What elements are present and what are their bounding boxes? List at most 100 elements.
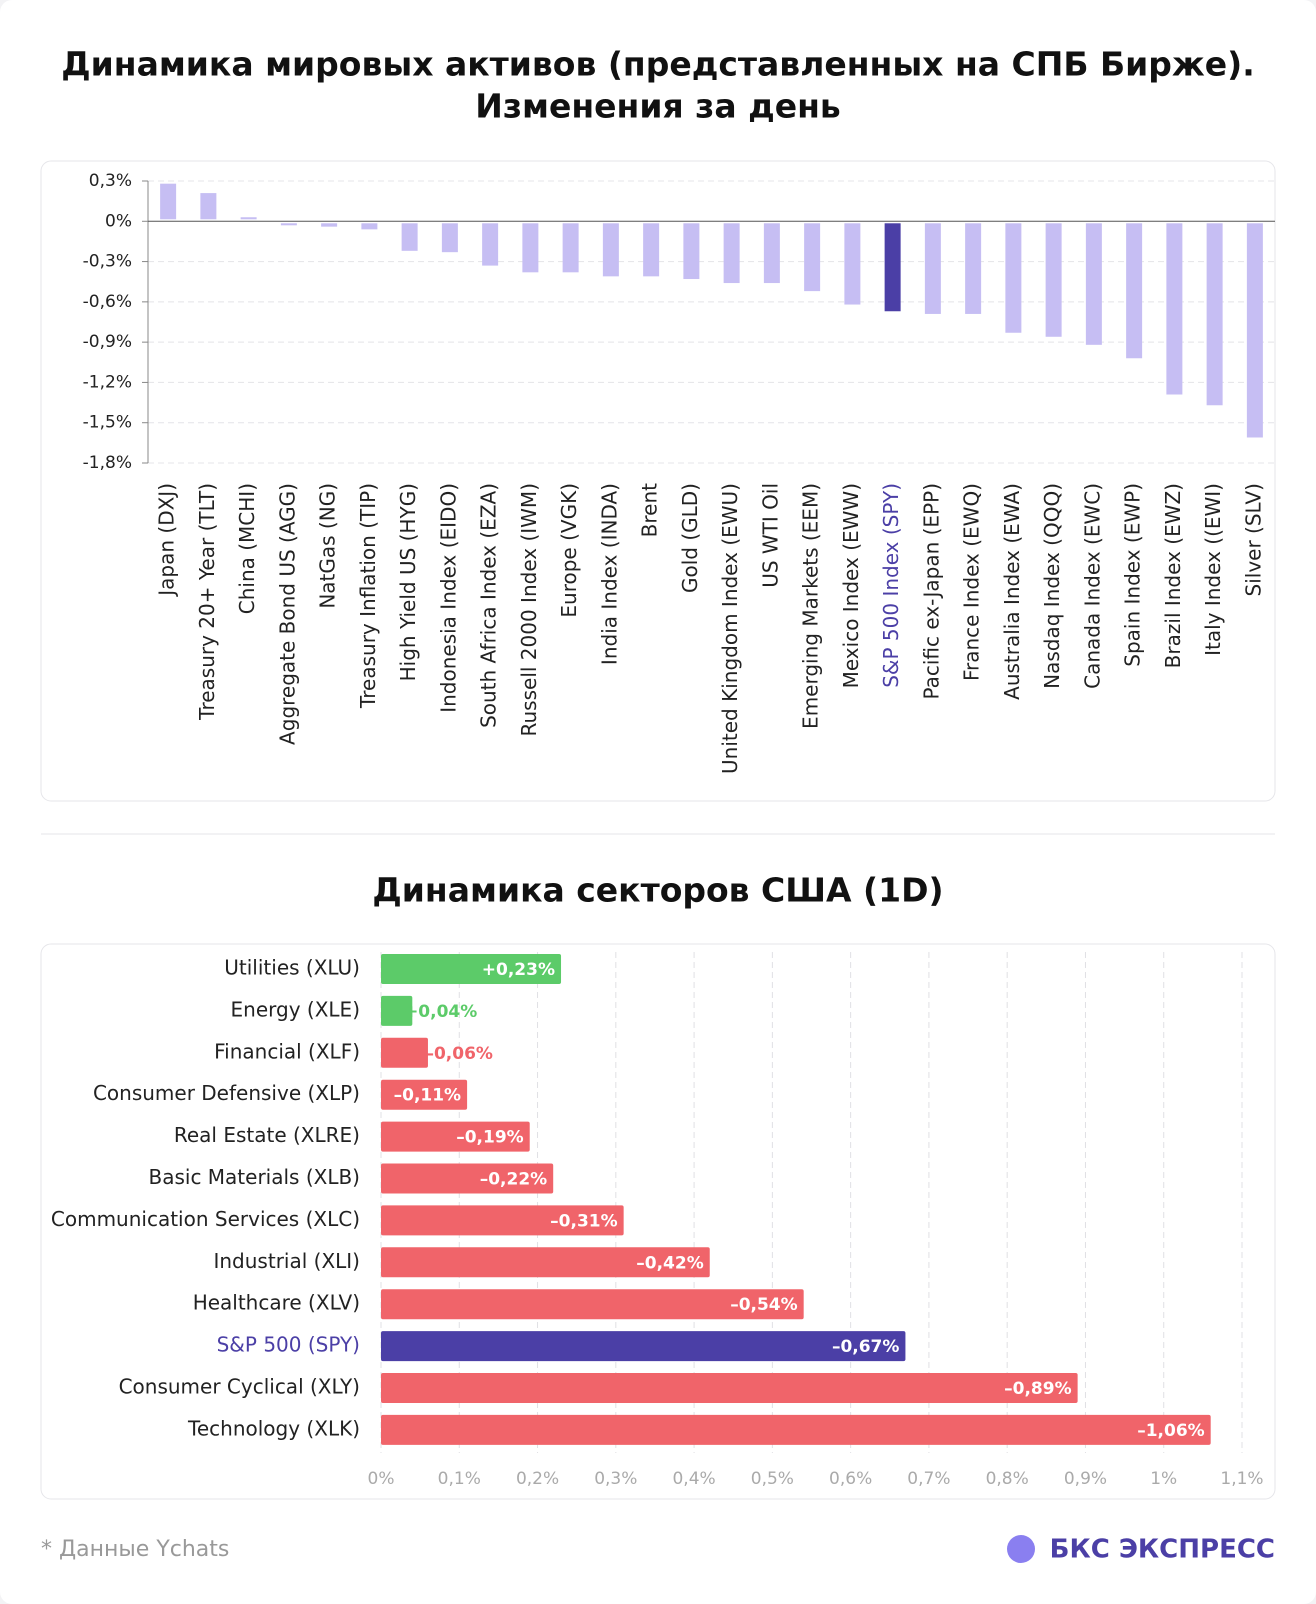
y-tick-label: -0,9% xyxy=(83,332,132,352)
y-tick-label: -0,6% xyxy=(83,292,132,312)
data-label: –0,11% xyxy=(394,1086,461,1106)
y-tick-label: -1,5% xyxy=(83,413,132,433)
x-tick-label: Australia Index (EWA) xyxy=(1000,483,1024,700)
y-tick-label: -1,8% xyxy=(83,453,132,473)
category-label: Technology (XLK) xyxy=(187,1416,360,1440)
bar xyxy=(381,1331,906,1362)
data-label: –0,67% xyxy=(832,1337,899,1357)
x-tick-label: NatGas (NG) xyxy=(316,483,340,609)
x-tick-label: Indonesia Index (EIDO) xyxy=(436,483,460,713)
x-tick-label: Pacific ex-Japan (EPP) xyxy=(919,483,943,700)
bar xyxy=(441,223,458,253)
data-label: –1,06% xyxy=(1137,1421,1204,1441)
bar xyxy=(884,223,901,312)
bar xyxy=(1045,223,1062,337)
bar xyxy=(804,223,821,292)
x-tick-label: Canada Index (EWC) xyxy=(1080,483,1104,689)
x-tick-label: S&P 500 Index (SPY) xyxy=(879,483,903,688)
x-tick-label: Silver (SLV) xyxy=(1241,483,1265,596)
x-tick-label: Aggregate Bond US (AGG) xyxy=(275,483,299,745)
data-label: –0,19% xyxy=(456,1128,523,1148)
x-tick-label: Treasury 20+ Year (TLT) xyxy=(195,483,219,721)
x-tick-label: Nasdaq Index (QQQ) xyxy=(1040,483,1064,689)
category-label: Real Estate (XLRE) xyxy=(174,1123,360,1147)
bar xyxy=(381,1414,1211,1445)
bar xyxy=(321,223,338,227)
bar xyxy=(381,1247,710,1278)
category-label: Basic Materials (XLB) xyxy=(148,1165,360,1189)
chart-title: Динамика мировых активов (представленных… xyxy=(61,45,1254,84)
category-label: Utilities (XLU) xyxy=(224,956,360,980)
y-tick-label: 0% xyxy=(105,211,132,231)
bar xyxy=(401,223,418,251)
chart-title: Динамика секторов США (1D) xyxy=(372,871,943,910)
bar xyxy=(522,223,539,273)
y-tick-label: 0,3% xyxy=(89,171,132,191)
x-tick-label: Japan (DXJ) xyxy=(155,483,179,598)
bar xyxy=(1005,223,1022,333)
logo-icon xyxy=(1007,1535,1035,1563)
card xyxy=(40,160,1276,802)
category-label: Financial (XLF) xyxy=(214,1039,360,1063)
x-tick-label: France Index (EWQ) xyxy=(960,483,984,681)
bar xyxy=(924,223,941,314)
chart-title: Изменения за день xyxy=(475,87,841,126)
x-tick-label: Italy Index ((EWI) xyxy=(1201,483,1225,656)
data-label: –0,06% xyxy=(425,1044,492,1064)
bar xyxy=(723,223,740,284)
bar xyxy=(381,954,562,984)
category-label: Consumer Cyclical (XLY) xyxy=(119,1375,360,1399)
bar xyxy=(381,1289,804,1320)
x-tick-label: 1,1% xyxy=(1220,1469,1263,1489)
brand: БКС ЭКСПРЕСС xyxy=(1050,1535,1275,1565)
bar xyxy=(1206,223,1223,406)
bar xyxy=(160,183,177,220)
bar xyxy=(643,223,660,277)
x-tick-label: US WTI Oil xyxy=(758,483,782,588)
bar xyxy=(482,223,499,266)
bar xyxy=(381,1079,468,1110)
category-label: Healthcare (XLV) xyxy=(193,1291,360,1315)
y-tick-label: -0,3% xyxy=(83,252,132,272)
x-tick-label: Brazil Index (EWZ) xyxy=(1161,483,1185,668)
category-label: Energy (XLE) xyxy=(231,997,360,1021)
x-tick-label: India Index (INDA) xyxy=(597,483,621,665)
x-tick-label: 0,3% xyxy=(594,1469,637,1489)
bar xyxy=(361,223,378,230)
x-tick-label: High Yield US (HYG) xyxy=(396,483,420,681)
x-tick-label: Mexico Index (EWW) xyxy=(839,483,863,688)
x-tick-label: Brent xyxy=(638,483,662,537)
x-tick-label: 0,6% xyxy=(829,1469,872,1489)
x-tick-label: 1% xyxy=(1150,1469,1177,1489)
category-label: S&P 500 (SPY) xyxy=(217,1333,360,1357)
data-label: –0,42% xyxy=(636,1253,703,1273)
x-tick-label: 0,2% xyxy=(516,1469,559,1489)
bar xyxy=(562,223,579,273)
x-tick-label: Emerging Markets (EEM) xyxy=(799,483,823,729)
data-label: –0,54% xyxy=(730,1295,797,1315)
x-tick-label: South Africa Index (EZA) xyxy=(477,483,501,728)
x-tick-label: Europe (VGK) xyxy=(557,483,581,618)
data-label: +0,23% xyxy=(482,960,555,980)
y-tick-label: -1,2% xyxy=(83,372,132,392)
x-tick-label: 0% xyxy=(368,1469,395,1489)
bar xyxy=(844,223,861,305)
bar xyxy=(1126,223,1143,359)
x-tick-label: 0,1% xyxy=(438,1469,481,1489)
bar xyxy=(381,1037,428,1068)
bar xyxy=(381,1163,554,1194)
x-tick-label: 0,9% xyxy=(1064,1469,1107,1489)
data-label: –0,31% xyxy=(550,1211,617,1231)
bar xyxy=(965,223,982,314)
bar xyxy=(1166,223,1183,395)
x-tick-label: Russell 2000 Index (IWM) xyxy=(517,483,541,737)
data-label: +0,04% xyxy=(404,1002,477,1022)
x-tick-label: 0,5% xyxy=(751,1469,794,1489)
data-label: –0,22% xyxy=(480,1170,547,1190)
bar xyxy=(381,1121,530,1152)
x-tick-label: 0,4% xyxy=(672,1469,715,1489)
category-label: Industrial (XLI) xyxy=(213,1249,360,1273)
x-tick-label: Gold (GLD) xyxy=(678,483,702,593)
bar xyxy=(1085,223,1102,345)
